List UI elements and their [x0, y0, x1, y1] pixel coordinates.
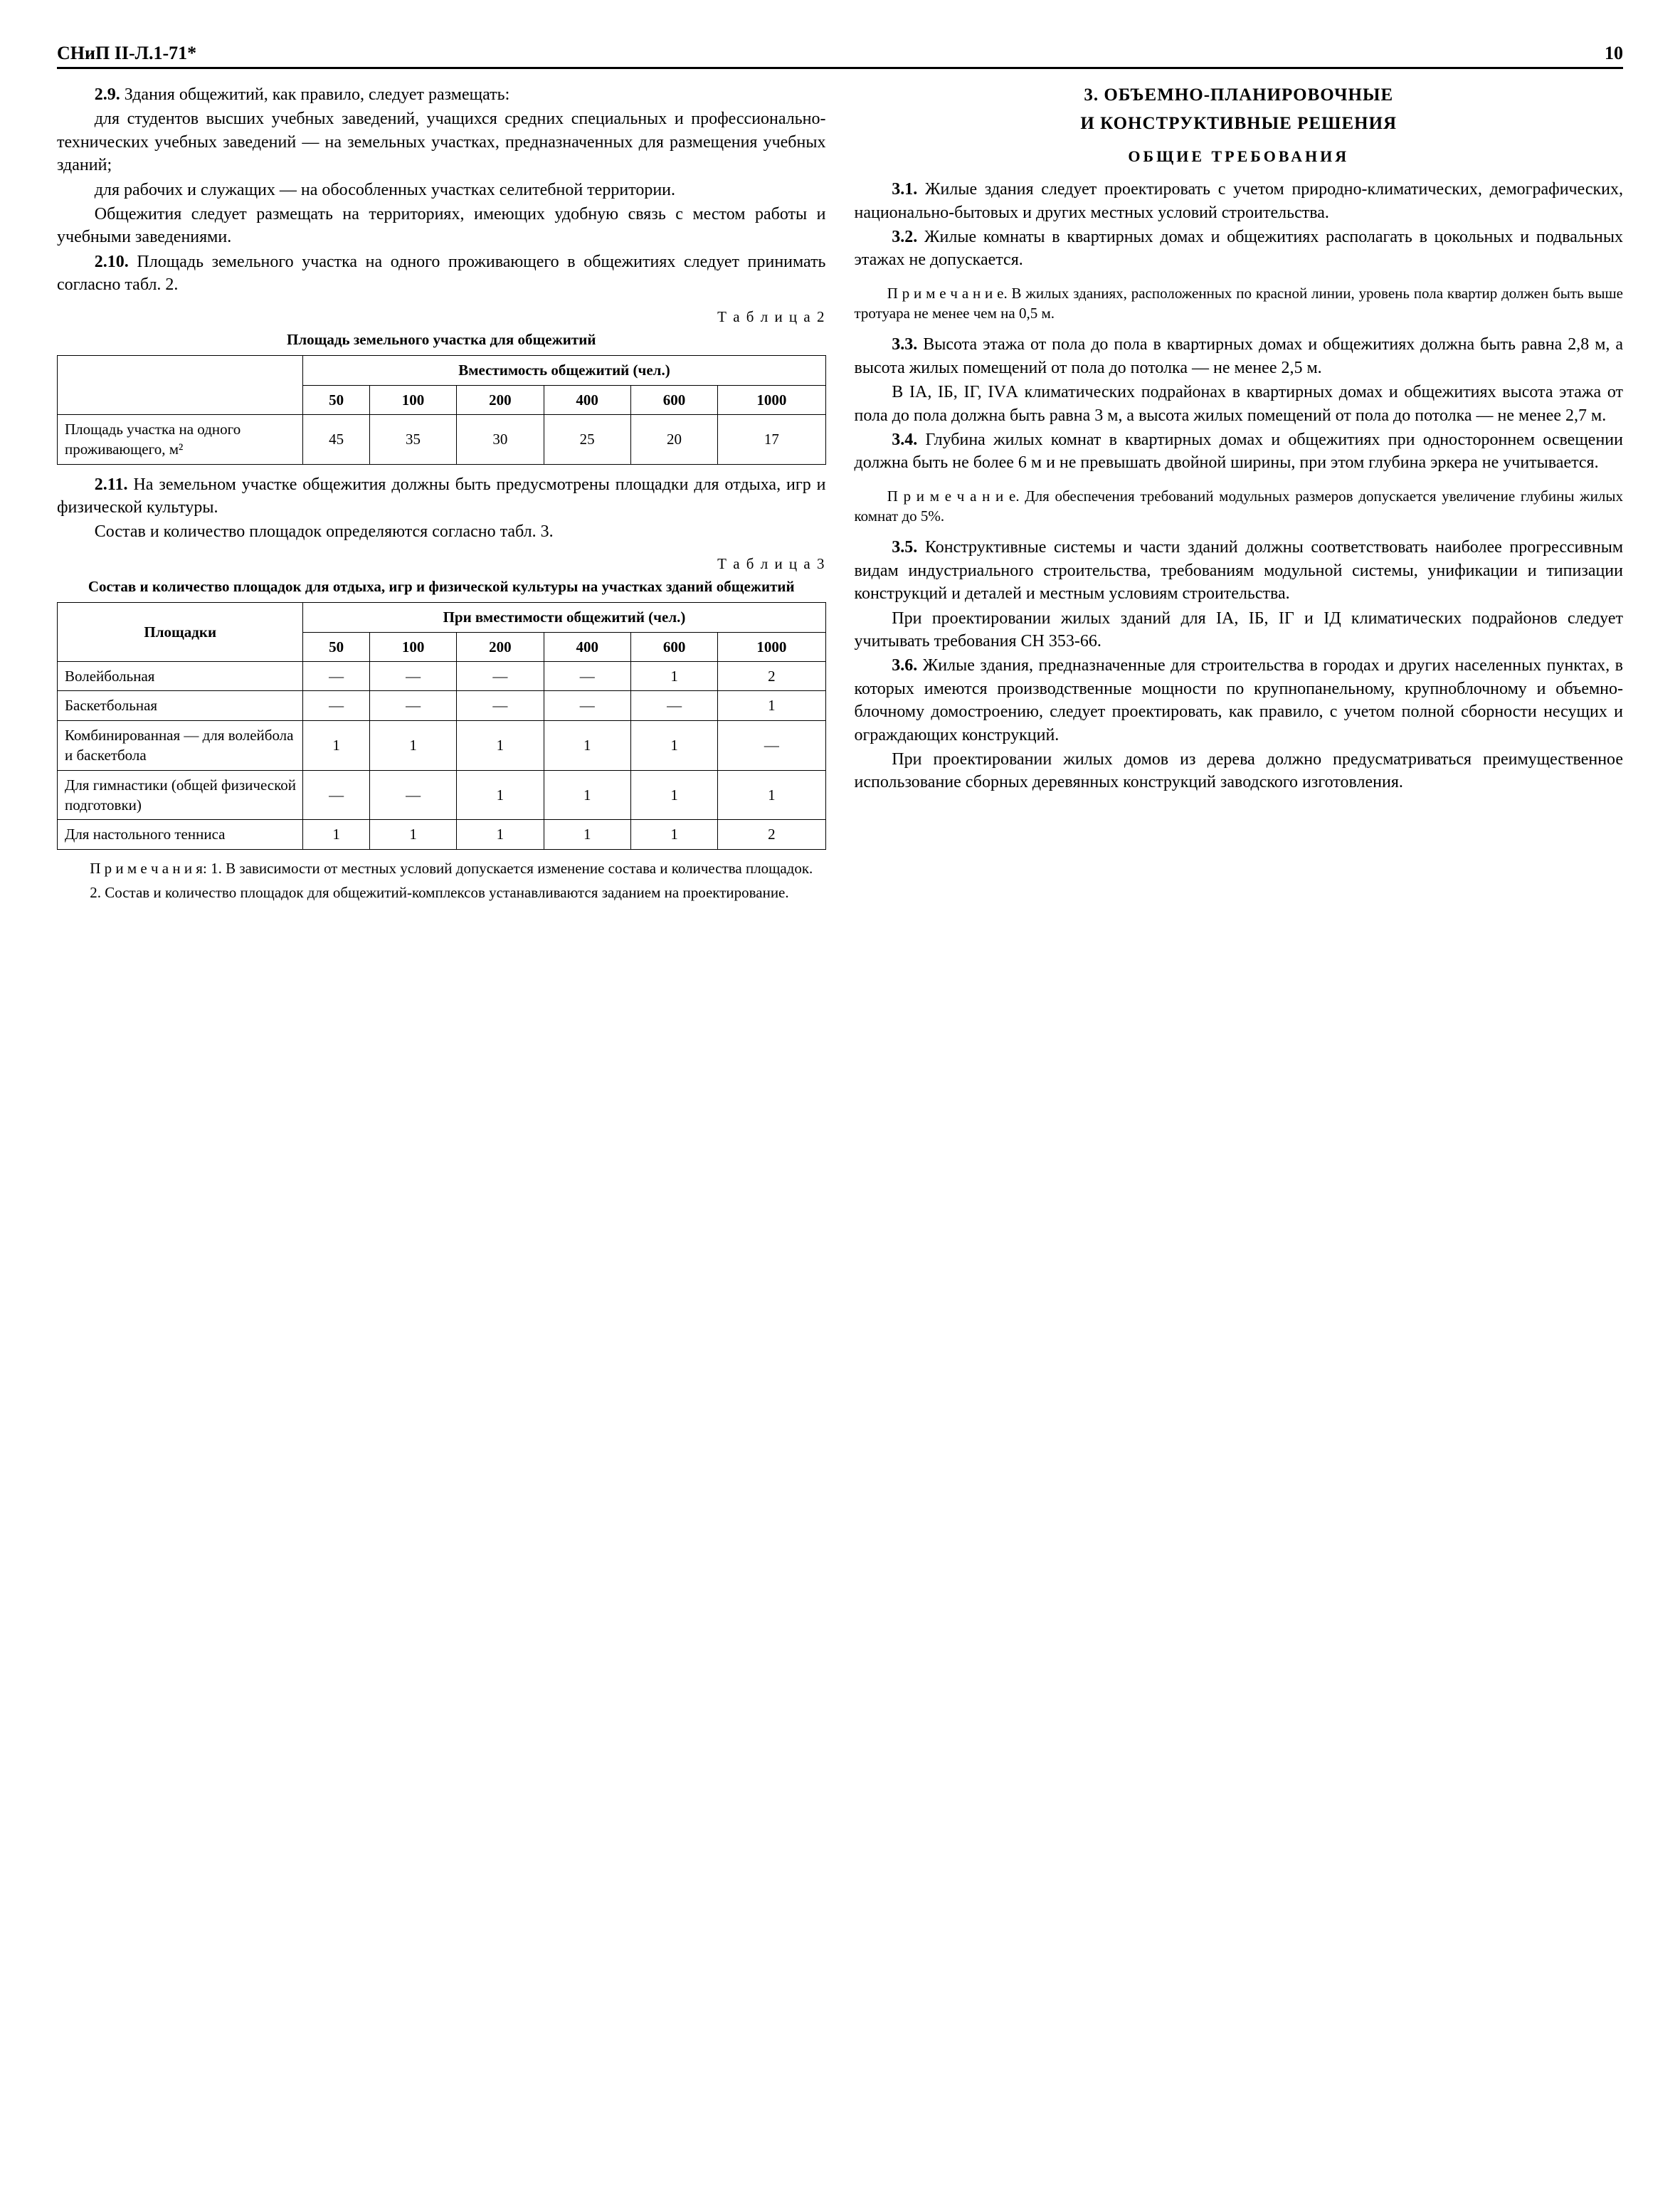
- table3: Площадки При вместимости общежитий (чел.…: [57, 602, 826, 849]
- para-2-10: 2.10. Площадь земельного участка на одно…: [57, 251, 826, 297]
- t3-c1: 100: [369, 632, 456, 661]
- para-3-2: 3.2. Жилые комнаты в квартирных домах и …: [855, 226, 1624, 272]
- table-row: Баскетбольная — — — — — 1: [58, 691, 826, 720]
- para-3-6: 3.6. Жилые здания, предназначенные для с…: [855, 654, 1624, 747]
- t2-v2: 30: [457, 414, 544, 464]
- para-3-5: 3.5. Конструктивные системы и части здан…: [855, 536, 1624, 605]
- t2-c2: 200: [457, 385, 544, 414]
- num-3-4: 3.4.: [892, 431, 917, 449]
- para-3-4: 3.4. Глубина жилых комнат в квартирных д…: [855, 428, 1624, 475]
- t3-c4: 600: [630, 632, 717, 661]
- t3-head1: Площадки: [58, 603, 303, 662]
- table-row: Для гимнастики (общей физической подгото…: [58, 770, 826, 820]
- table2: Вместимость общежитий (чел.) 50 100 200 …: [57, 355, 826, 464]
- para-3-6b: При проектировании жилых домов из дерева…: [855, 748, 1624, 794]
- para-2-9: 2.9. Здания общежитий, как правило, след…: [57, 83, 826, 106]
- t3-r0-l: Волейбольная: [58, 662, 303, 691]
- table3-block: Т а б л и ц а 3 Состав и количество площ…: [57, 554, 826, 902]
- t2-rowlabel: Площадь участка на одного проживающего, …: [58, 414, 303, 464]
- t2-v4: 20: [630, 414, 717, 464]
- content-columns: 2.9. Здания общежитий, как правило, след…: [57, 83, 1623, 902]
- t2-c0: 50: [303, 385, 369, 414]
- para-3-5b: При проектировании жилых зданий для IА, …: [855, 607, 1624, 653]
- table2-block: Т а б л и ц а 2 Площадь земельного участ…: [57, 307, 826, 465]
- page-number: 10: [1605, 43, 1623, 64]
- t3-head-span: При вместимости общежитий (чел.): [303, 603, 825, 632]
- table3-caption: Состав и количество площадок для отдыха,…: [57, 576, 826, 596]
- num-2-9: 2.9.: [95, 85, 120, 104]
- t3-note1: П р и м е ч а н и я: 1. В зависимости от…: [57, 858, 826, 878]
- t3-c2: 200: [457, 632, 544, 661]
- table2-caption: Площадь земельного участка для общежитий: [57, 330, 826, 349]
- section3-head2: И КОНСТРУКТИВНЫЕ РЕШЕНИЯ: [855, 112, 1624, 136]
- para-3-1: 3.1. Жилые здания следует проектировать …: [855, 178, 1624, 224]
- text-2-11: На земельном участке общежития должны бы…: [57, 475, 826, 517]
- section3-sub: ОБЩИЕ ТРЕБОВАНИЯ: [855, 146, 1624, 167]
- num-3-6: 3.6.: [892, 656, 917, 675]
- t3-c3: 400: [544, 632, 630, 661]
- text-2-10: Площадь земельного участка на одного про…: [57, 253, 826, 294]
- t2-v5: 17: [718, 414, 825, 464]
- t2-c5: 1000: [718, 385, 825, 414]
- table-row: Волейбольная — — — — 1 2: [58, 662, 826, 691]
- num-2-10: 2.10.: [95, 253, 129, 271]
- note-3-4: П р и м е ч а н и е. Для обеспечения тре…: [855, 486, 1624, 527]
- num-3-1: 3.1.: [892, 180, 917, 199]
- t2-c1: 100: [369, 385, 456, 414]
- t3-note-lead: П р и м е ч а н и я:: [90, 860, 207, 877]
- para-3-3: 3.3. Высота этажа от пола до пола в квар…: [855, 333, 1624, 379]
- para-workers: для рабочих и служащих — на обособленных…: [57, 179, 826, 201]
- t3-c5: 1000: [718, 632, 825, 661]
- note-3-2: П р и м е ч а н и е. В жилых зданиях, ра…: [855, 283, 1624, 324]
- table2-label: Т а б л и ц а 2: [57, 307, 826, 327]
- para-placement: Общежития следует размещать на территори…: [57, 203, 826, 249]
- text-2-9: Здания общежитий, как правило, следует р…: [125, 85, 509, 104]
- t2-c3: 400: [544, 385, 630, 414]
- section3-head-block: 3. ОБЪЕМНО-ПЛАНИРОВОЧНЫЕ И КОНСТРУКТИВНЫ…: [855, 83, 1624, 167]
- t2-v0: 45: [303, 414, 369, 464]
- t2-v3: 25: [544, 414, 630, 464]
- t3-c0: 50: [303, 632, 369, 661]
- t2-v1: 35: [369, 414, 456, 464]
- num-3-5: 3.5.: [892, 538, 917, 557]
- num-2-11: 2.11.: [95, 475, 128, 494]
- para-2-11: 2.11. На земельном участке общежития дол…: [57, 473, 826, 520]
- t2-c4: 600: [630, 385, 717, 414]
- t3-note2: 2. Состав и количество площадок для обще…: [57, 883, 826, 902]
- table3-label: Т а б л и ц а 3: [57, 554, 826, 574]
- num-3-2: 3.2.: [892, 228, 917, 246]
- table-row: Для настольного тенниса 1 1 1 1 1 2: [58, 820, 826, 849]
- section3-head1: 3. ОБЪЕМНО-ПЛАНИРОВОЧНЫЕ: [855, 83, 1624, 107]
- t2-head-span: Вместимость общежитий (чел.): [303, 356, 825, 385]
- num-3-3: 3.3.: [892, 335, 917, 354]
- doc-code: СНиП II-Л.1-71*: [57, 43, 196, 64]
- para-2-11b: Состав и количество площадок определяютс…: [57, 520, 826, 543]
- table-row: Комбинированная — для волейбола и баскет…: [58, 720, 826, 770]
- para-students: для студентов высших учебных заведений, …: [57, 107, 826, 177]
- para-3-3b: В IА, IБ, IГ, IVА климатических подрайон…: [855, 381, 1624, 427]
- page-header: СНиП II-Л.1-71* 10: [57, 43, 1623, 69]
